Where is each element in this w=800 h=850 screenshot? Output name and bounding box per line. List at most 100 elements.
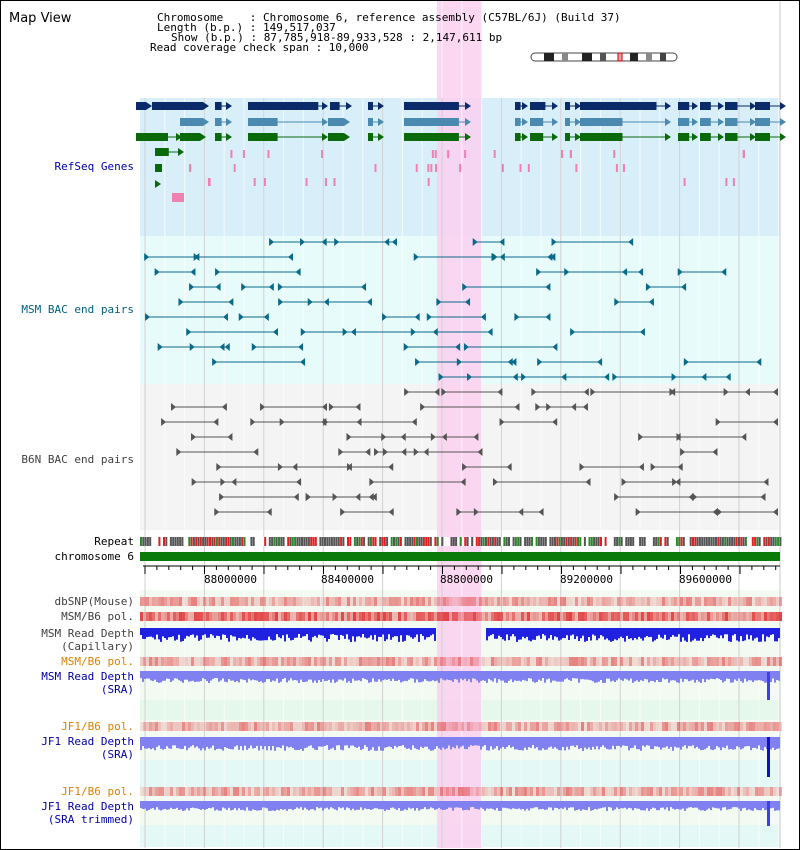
depth-bar [356,671,358,681]
track-label-refseq[interactable]: RefSeq Genes [54,160,134,173]
heat-cell [530,597,533,606]
depth-bar [734,628,736,635]
heat-cell [431,612,434,621]
heat-cell [494,597,497,606]
gene-arrow [665,102,671,110]
repeat-mark [715,537,717,546]
repeat-mark [689,537,692,546]
repeat-mark [278,537,280,546]
depth-bar [384,737,386,748]
heat-cell [725,657,728,666]
heat-cell [398,787,401,796]
depth-bar [546,671,548,680]
heat-cell [536,657,539,666]
bac-end [277,283,283,291]
heat-cell [410,722,413,731]
depth-bar [596,801,598,810]
repeat-mark [724,537,727,546]
depth-bar [308,628,310,641]
heat-cell [545,612,548,621]
heat-cell [236,657,239,666]
bac-end [374,448,380,456]
depth-bar [680,737,682,750]
depth-bar [576,671,578,679]
repeat-mark [728,537,731,546]
heat-cell [188,722,191,731]
depth-bar [324,628,326,638]
depth-bar [352,801,354,809]
depth-bar [198,801,200,809]
heat-cell [164,612,167,621]
depth-bar [596,737,598,747]
heat-cell [227,612,230,621]
track-label-msm-bac[interactable]: MSM BAC end pairs [21,303,134,316]
depth-bar [508,801,510,809]
heat-cell [581,597,584,606]
heat-cell [242,722,245,731]
heat-cell [470,787,473,796]
track-label-jf1-depth-sra-2: (SRA) [100,748,134,761]
depth-bar [140,628,142,635]
depth-bar [516,671,518,681]
repeat-mark [209,537,211,546]
depth-bar [228,737,230,749]
depth-bar [630,801,632,809]
heat-cell [143,597,146,606]
depth-bar [324,671,326,682]
depth-bar [544,801,546,810]
heat-cell [359,612,362,621]
track-label-dbsnp: dbSNP(Mouse) [54,595,134,608]
heat-cell [404,722,407,731]
depth-bar [384,628,386,642]
heat-cell [353,612,356,621]
depth-bar [264,671,266,683]
depth-bar [628,628,630,639]
track-label-b6n-bac[interactable]: B6N BAC end pairs [21,453,134,466]
depth-bar [718,801,720,809]
depth-bar [198,671,200,682]
heat-cell [599,657,602,666]
depth-bar [388,737,390,747]
heat-cell [677,597,680,606]
chromosome-ideogram[interactable] [530,52,678,62]
bac-end [411,418,417,426]
depth-bar [164,801,166,809]
repeat-mark [264,537,267,546]
depth-bar [146,628,148,638]
repeat-mark [751,537,754,546]
heat-cell [194,597,197,606]
depth-bar [736,801,738,808]
depth-bar [372,801,374,810]
heat-cell [254,787,257,796]
heat-cell [659,597,662,606]
depth-bar [176,737,178,749]
heat-cell [431,787,434,796]
depth-bar [292,801,294,811]
depth-bar [738,737,740,748]
heat-cell [719,597,722,606]
depth-bar [600,801,602,809]
heat-cell [197,597,200,606]
track-label-chromosome: chromosome 6 [54,550,134,563]
depth-bar [158,628,160,640]
bac-end [712,448,718,456]
depth-bar [626,737,628,746]
depth-bar [538,737,540,751]
heat-cell [539,657,542,666]
depth-bar [632,671,634,683]
depth-bar [196,628,198,636]
depth-bar [400,671,402,683]
heat-cell [299,787,302,796]
depth-bar [258,671,260,682]
heat-cell [695,787,698,796]
heat-cell [257,722,260,731]
depth-bar [512,671,514,683]
heat-cell [599,612,602,621]
repeat-mark [347,537,349,546]
heat-cell [317,597,320,606]
heat-cell [191,612,194,621]
heat-cell [146,657,149,666]
repeat-mark [381,537,384,546]
depth-bar [454,801,456,808]
depth-bar [702,801,704,811]
